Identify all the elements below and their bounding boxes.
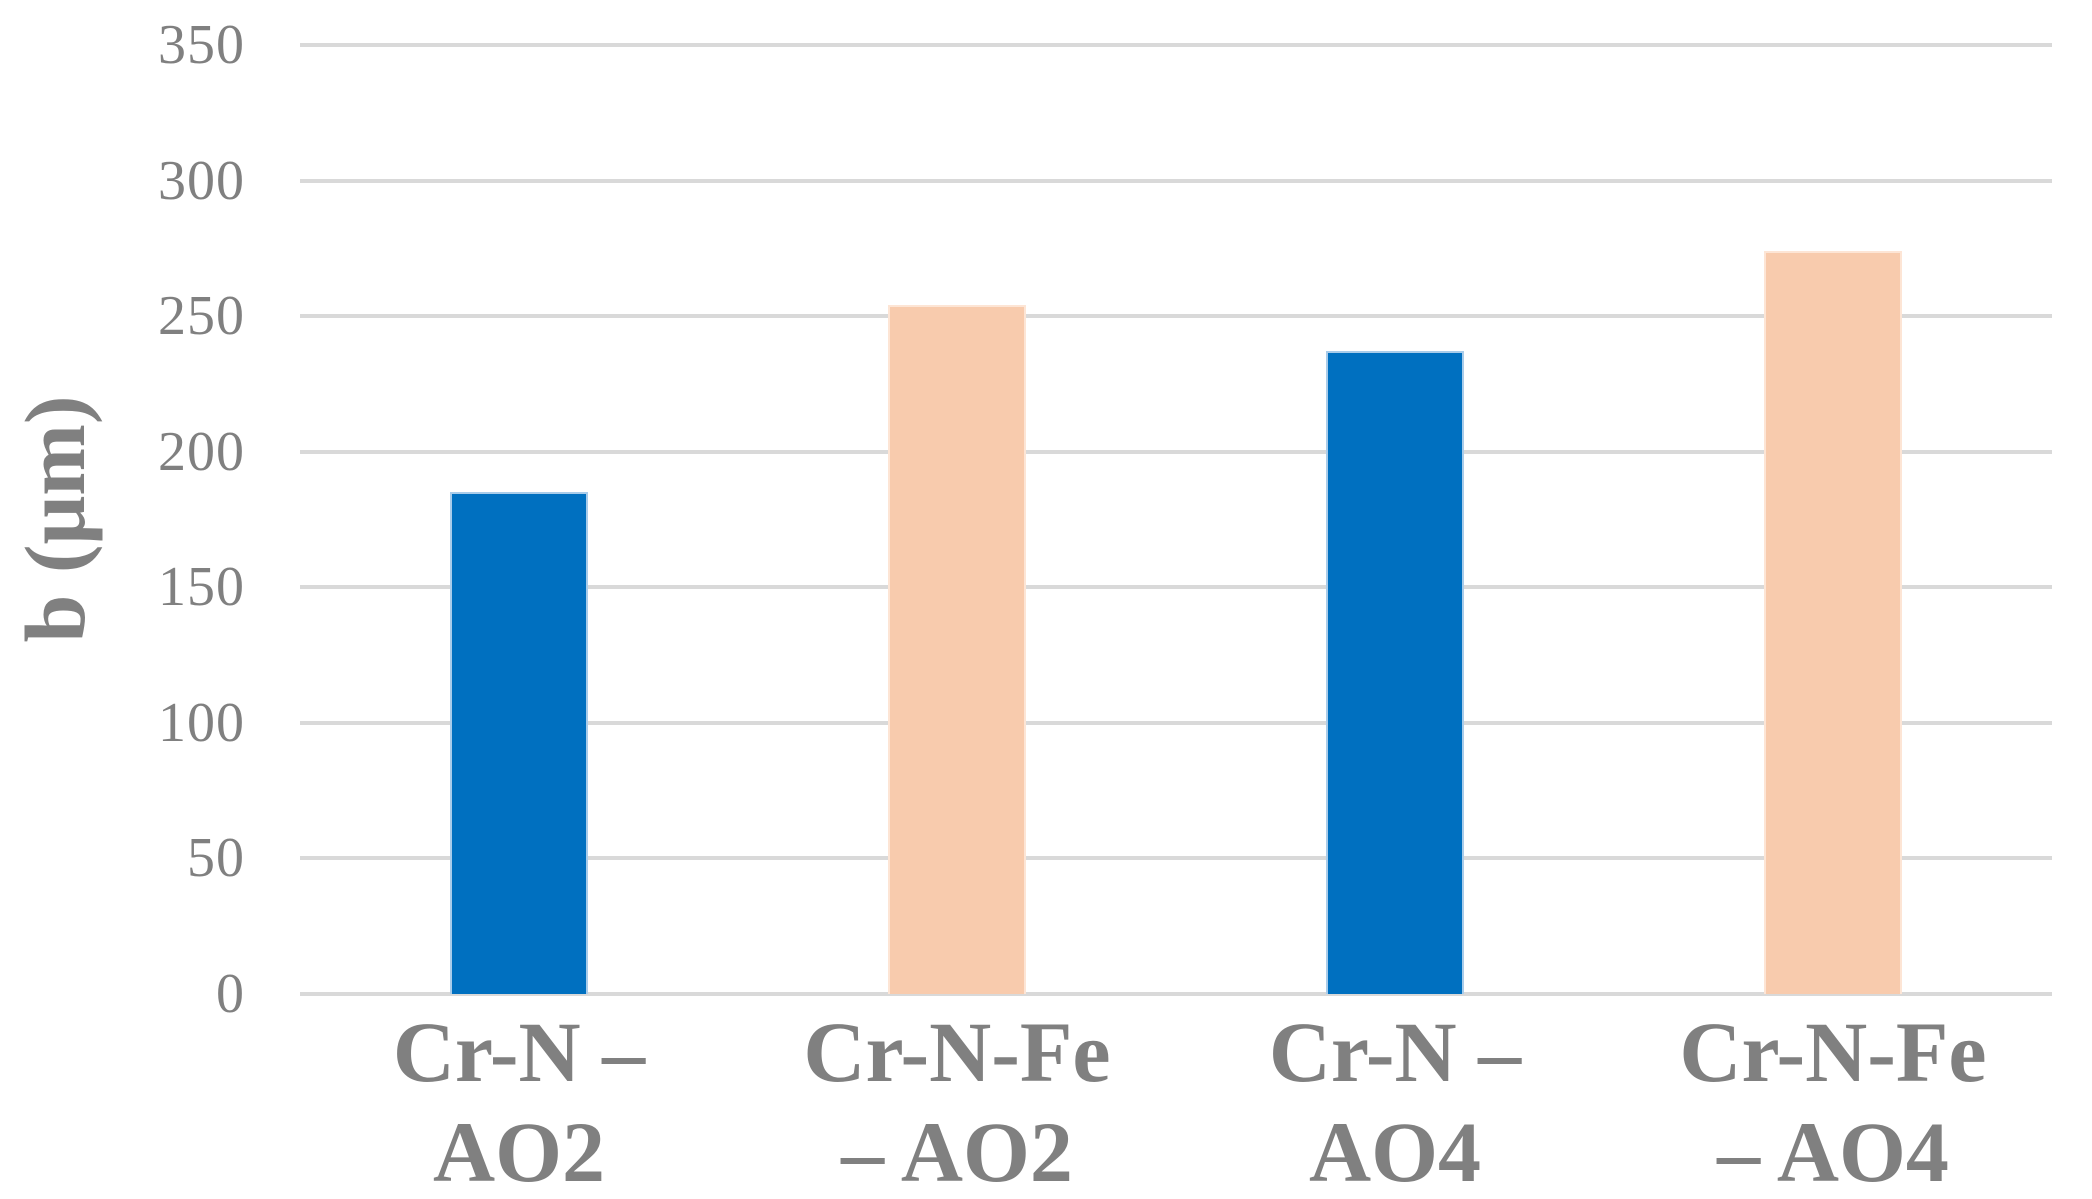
y-axis-tick-labels: 0 50 100 150 200 250 300 350 [0, 0, 245, 1199]
gridline-y-100 [300, 720, 2052, 725]
ytick-label-0: 0 [216, 963, 245, 1025]
gridline-y-350 [300, 43, 2052, 47]
ytick-label-200: 200 [158, 420, 245, 483]
plot-area [300, 43, 2052, 996]
ytick-label-50: 50 [187, 827, 245, 890]
category-label-4: Cr-N-Fe – AO4 [1679, 1004, 1987, 1199]
bar-3-cr-n-ao4 [1326, 351, 1464, 994]
bar-1-cr-n-ao2 [450, 492, 588, 994]
ytick-label-100: 100 [158, 691, 245, 754]
gridline-y-250 [300, 314, 2052, 319]
category-label-3: Cr-N – AO4 [1268, 1004, 1522, 1199]
ytick-label-250: 250 [158, 285, 245, 348]
category-label-2: Cr-N-Fe – AO2 [803, 1004, 1111, 1199]
ytick-label-350: 350 [158, 14, 245, 76]
ytick-label-150: 150 [158, 556, 245, 619]
gridline-y-0 [300, 992, 2052, 996]
gridline-y-300 [300, 178, 2052, 183]
ytick-label-300: 300 [158, 149, 245, 212]
category-label-1: Cr-N – AO2 [392, 1004, 646, 1199]
gridline-y-50 [300, 856, 2052, 861]
bar-4-cr-n-fe-ao4 [1764, 251, 1902, 994]
gridline-y-150 [300, 585, 2052, 590]
bar-2-cr-n-fe-ao2 [888, 305, 1026, 994]
gridline-y-200 [300, 449, 2052, 454]
